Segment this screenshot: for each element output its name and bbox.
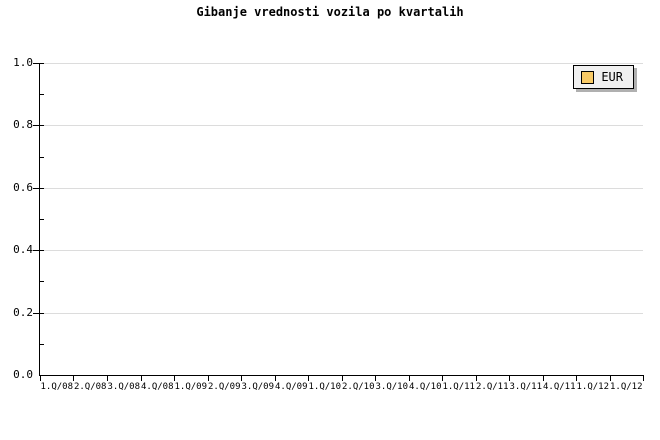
x-axis-tick	[106, 375, 108, 381]
x-axis-tick	[40, 375, 41, 381]
y-axis-minor-tick	[40, 156, 44, 158]
chart-title: Gibanje vrednosti vozila po kvartalih	[196, 5, 464, 19]
x-axis-tick	[609, 375, 611, 381]
x-axis-label: 4.Q/11	[542, 382, 576, 392]
x-axis-label: 2.Q/08	[73, 382, 107, 392]
x-axis-label: 3.Q/08	[107, 382, 140, 392]
y-axis-label: 0.6	[13, 180, 33, 194]
horizontal-gridline	[40, 187, 643, 189]
horizontal-gridline	[40, 312, 643, 314]
x-axis-label: 3.Q/11	[509, 382, 542, 392]
x-axis-tick	[341, 375, 343, 381]
x-axis-tick	[575, 375, 577, 381]
x-axis-label: 1.Q/12	[576, 382, 609, 392]
horizontal-gridline	[40, 63, 643, 64]
y-axis-label: 1.0	[13, 56, 33, 69]
x-axis-tick	[207, 375, 209, 381]
y-axis-major-tick	[33, 250, 44, 252]
x-axis-label: 2.Q/10	[341, 382, 375, 392]
x-axis-tick	[173, 375, 175, 381]
x-axis-tick	[375, 375, 376, 381]
y-axis-major-tick	[33, 312, 44, 314]
x-axis-tick	[408, 375, 410, 381]
x-axis-label: 3.Q/09	[241, 382, 274, 392]
legend: EUR	[573, 65, 634, 89]
x-axis-label: 2.Q/09	[207, 382, 241, 392]
x-axis-label: 1.Q/08	[40, 382, 73, 392]
x-axis-label: 1.Q/12	[609, 382, 643, 392]
legend-item-label: EUR	[601, 70, 623, 84]
x-axis-label: 1.Q/11	[442, 382, 475, 392]
x-axis-label: 1.Q/09	[174, 382, 207, 392]
x-axis-tick	[442, 375, 443, 381]
y-axis-minor-tick	[40, 219, 44, 220]
y-axis-major-tick	[33, 187, 44, 189]
x-axis-label: 4.Q/08	[140, 382, 174, 392]
y-axis-minor-tick	[40, 94, 44, 96]
x-axis-tick	[475, 375, 477, 381]
x-axis-label: 1.Q/10	[308, 382, 341, 392]
x-axis-tick	[307, 375, 309, 381]
x-axis-tick	[241, 375, 242, 381]
y-axis-minor-tick	[40, 281, 44, 283]
x-axis-tick	[140, 375, 142, 381]
y-axis-label: 0.8	[13, 118, 33, 132]
y-axis-label: 0.4	[13, 243, 33, 257]
x-axis-label: 2.Q/11	[475, 382, 509, 392]
horizontal-gridline	[40, 125, 643, 127]
legend-swatch-icon	[581, 70, 595, 84]
y-axis-major-tick	[33, 63, 44, 64]
x-axis-tick	[542, 375, 544, 381]
horizontal-gridline	[40, 250, 643, 252]
x-axis-tick	[274, 375, 276, 381]
x-axis-tick	[509, 375, 510, 381]
y-axis-major-tick	[33, 125, 44, 127]
y-axis-label: 0.0	[13, 368, 33, 381]
x-axis-label: 3.Q/10	[375, 382, 408, 392]
x-axis-label: 4.Q/09	[274, 382, 308, 392]
plot-area: EUR 0.0 0.2 0.4 0.6 0.8 1.0 1.Q/08 2.Q/08 3.Q/08…	[13, 57, 644, 392]
x-axis-tick	[73, 375, 75, 381]
y-axis-label: 0.2	[13, 305, 33, 319]
x-axis-tick	[643, 375, 644, 381]
x-axis-label: 4.Q/10	[408, 382, 442, 392]
y-axis-minor-tick	[40, 343, 44, 345]
